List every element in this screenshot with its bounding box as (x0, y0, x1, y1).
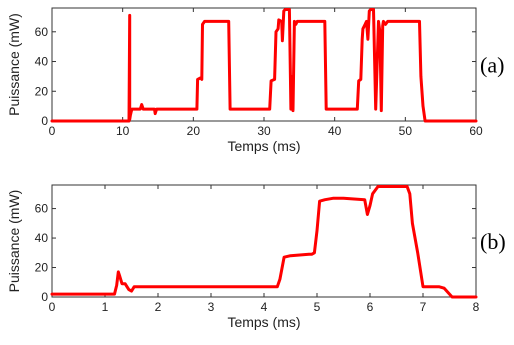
power-series-line (50, 8, 478, 123)
y-tick-label: 20 (35, 261, 49, 275)
x-tick-label: 6 (367, 300, 374, 314)
plot-frame (51, 184, 477, 298)
y-axis-label: Puissance (mW) (6, 13, 22, 116)
y-tick-label: 60 (35, 25, 49, 39)
x-tick-label: 5 (314, 300, 321, 314)
x-tick-label: 1 (102, 300, 109, 314)
y-tick-label: 40 (35, 55, 49, 69)
y-tick-label: 60 (35, 202, 49, 216)
y-tick-label: 40 (35, 231, 49, 245)
x-tick-label: 30 (257, 124, 271, 138)
panel-label: (b) (480, 229, 506, 254)
x-tick-label: 10 (116, 124, 130, 138)
x-axis-label: Temps (ms) (227, 314, 300, 330)
chart-panel-b: 0 1 2 3 4 5 6 7 8 0 20 40 60 Temps (ms) Puissance (mW)… (6, 184, 506, 330)
chart-panel-a: 0 10 20 30 40 50 60 0 20 40 60 Temps (ms) Puissance … (6, 7, 504, 154)
x-tick-label: 8 (473, 300, 480, 314)
plot-frame (51, 7, 477, 122)
x-tick-label: 60 (469, 124, 483, 138)
x-tick-label: 0 (49, 124, 56, 138)
y-tick-label: 20 (35, 84, 49, 98)
x-tick-label: 7 (420, 300, 427, 314)
y-tick-label: 0 (41, 114, 48, 128)
x-tick-label: 50 (399, 124, 413, 138)
x-tick-label: 3 (208, 300, 215, 314)
y-axis-label: Puissance (mW) (6, 190, 22, 293)
panel-label: (a) (480, 53, 504, 78)
y-tick-label: 0 (41, 290, 48, 304)
x-tick-label: 0 (49, 300, 56, 314)
power-series-line (50, 185, 478, 299)
x-tick-label: 2 (155, 300, 162, 314)
x-axis-label: Temps (ms) (227, 138, 300, 154)
x-tick-label: 4 (261, 300, 268, 314)
x-tick-label: 40 (328, 124, 342, 138)
x-tick-label: 20 (187, 124, 201, 138)
